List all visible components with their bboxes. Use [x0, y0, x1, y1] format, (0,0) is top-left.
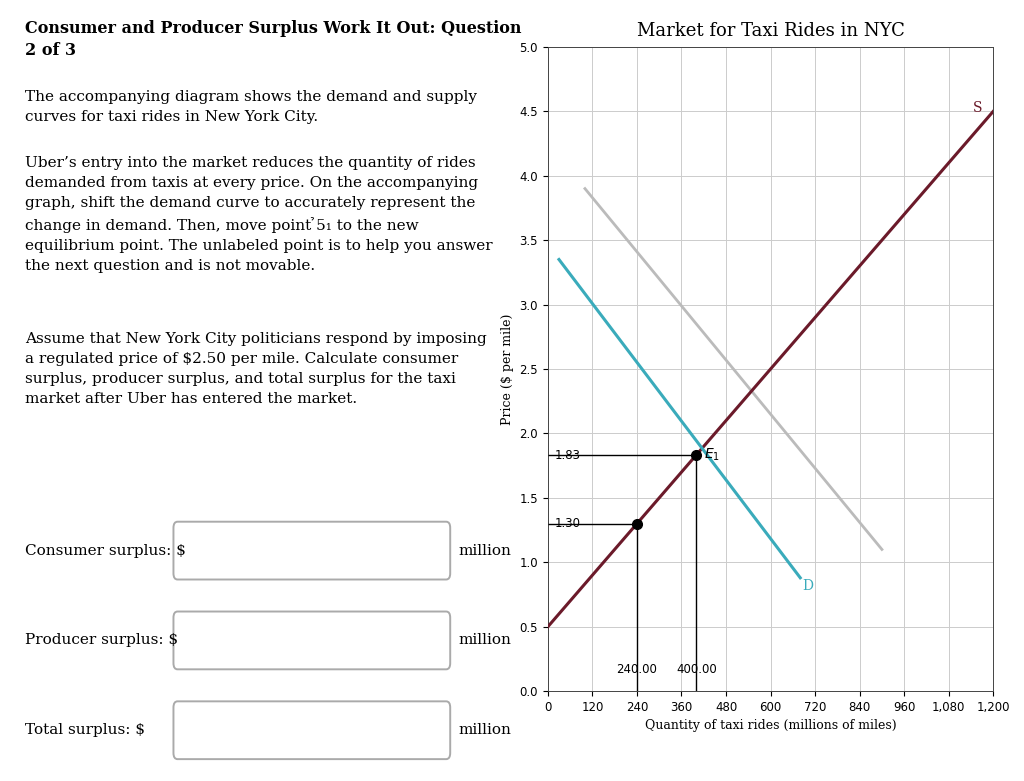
Text: Consumer and Producer Surplus Work It Out: Question
2 of 3: Consumer and Producer Surplus Work It Ou…	[26, 20, 522, 59]
Text: The accompanying diagram shows the demand and supply
curves for taxi rides in Ne: The accompanying diagram shows the deman…	[26, 90, 477, 124]
Text: Total surplus: $: Total surplus: $	[26, 723, 145, 737]
Text: Producer surplus: $: Producer surplus: $	[26, 633, 178, 647]
FancyBboxPatch shape	[173, 522, 451, 580]
Y-axis label: Price ($ per mile): Price ($ per mile)	[501, 313, 514, 425]
Text: 400.00: 400.00	[676, 663, 717, 676]
X-axis label: Quantity of taxi rides (millions of miles): Quantity of taxi rides (millions of mile…	[645, 719, 896, 733]
Text: million: million	[459, 723, 512, 737]
Text: Consumer surplus: $: Consumer surplus: $	[26, 544, 186, 558]
FancyBboxPatch shape	[173, 612, 451, 669]
Text: 240.00: 240.00	[616, 663, 657, 676]
Text: million: million	[459, 544, 512, 558]
Title: Market for Taxi Rides in NYC: Market for Taxi Rides in NYC	[637, 22, 904, 40]
Text: million: million	[459, 633, 512, 647]
Text: Assume that New York City politicians respond by imposing
a regulated price of $: Assume that New York City politicians re…	[26, 332, 487, 406]
Text: Uber’s entry into the market reduces the quantity of rides
demanded from taxis a: Uber’s entry into the market reduces the…	[26, 156, 494, 273]
Text: 1.30: 1.30	[555, 517, 581, 530]
Text: 1.83: 1.83	[555, 449, 581, 462]
Text: $E_1$: $E_1$	[705, 447, 721, 463]
FancyBboxPatch shape	[173, 701, 451, 759]
Text: S: S	[973, 102, 982, 115]
Text: D: D	[802, 579, 813, 593]
